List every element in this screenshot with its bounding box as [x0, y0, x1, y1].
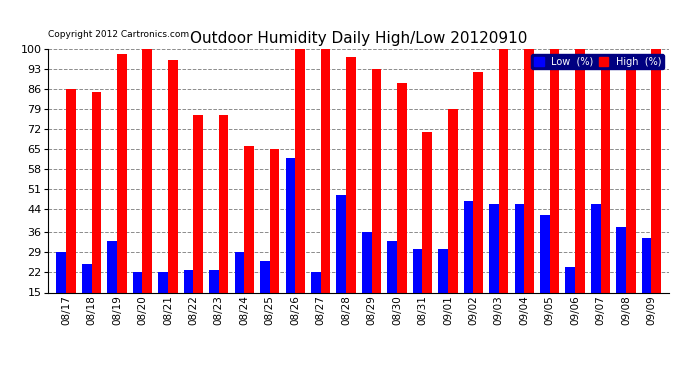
- Bar: [524, 49, 534, 292]
- Bar: [219, 115, 228, 292]
- Bar: [270, 149, 279, 292]
- Bar: [362, 232, 371, 292]
- Bar: [448, 109, 457, 292]
- Bar: [82, 264, 92, 292]
- Bar: [346, 57, 356, 292]
- Bar: [371, 69, 381, 292]
- Bar: [642, 238, 651, 292]
- Bar: [235, 252, 244, 292]
- Bar: [616, 226, 626, 292]
- Bar: [413, 249, 422, 292]
- Legend: Low  (%), High  (%): Low (%), High (%): [531, 54, 664, 69]
- Bar: [168, 60, 177, 292]
- Bar: [600, 60, 610, 292]
- Bar: [422, 132, 432, 292]
- Bar: [473, 72, 483, 292]
- Bar: [66, 89, 76, 292]
- Bar: [117, 54, 127, 292]
- Bar: [209, 270, 219, 292]
- Bar: [387, 241, 397, 292]
- Bar: [321, 49, 331, 292]
- Bar: [142, 49, 152, 292]
- Bar: [132, 272, 142, 292]
- Bar: [295, 49, 305, 292]
- Title: Outdoor Humidity Daily High/Low 20120910: Outdoor Humidity Daily High/Low 20120910: [190, 31, 527, 46]
- Bar: [550, 49, 560, 292]
- Bar: [193, 115, 203, 292]
- Bar: [92, 92, 101, 292]
- Bar: [438, 249, 448, 292]
- Bar: [591, 204, 600, 292]
- Bar: [311, 272, 321, 292]
- Bar: [57, 252, 66, 292]
- Text: Copyright 2012 Cartronics.com: Copyright 2012 Cartronics.com: [48, 30, 190, 39]
- Bar: [566, 267, 575, 292]
- Bar: [108, 241, 117, 292]
- Bar: [184, 270, 193, 292]
- Bar: [397, 83, 406, 292]
- Bar: [575, 49, 585, 292]
- Bar: [158, 272, 168, 292]
- Bar: [499, 49, 509, 292]
- Bar: [489, 204, 499, 292]
- Bar: [286, 158, 295, 292]
- Bar: [337, 195, 346, 292]
- Bar: [244, 146, 254, 292]
- Bar: [464, 201, 473, 292]
- Bar: [540, 215, 550, 292]
- Bar: [651, 49, 661, 292]
- Bar: [260, 261, 270, 292]
- Bar: [515, 204, 524, 292]
- Bar: [626, 60, 635, 292]
